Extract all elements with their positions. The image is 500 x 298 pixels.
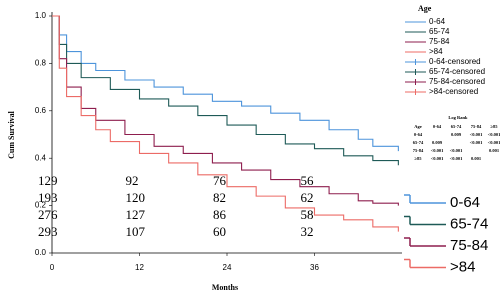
logrank-cell: <0.001 [488,140,500,145]
logrank-cell: <0.001 [470,132,483,137]
risk-number: 92 [126,173,139,188]
legend-label: 75-84 [450,237,488,254]
legend-label: >84-censored [429,87,478,96]
legend-title: Age [418,4,432,13]
risk-number: 276 [38,207,58,222]
logrank-cell: <0.001 [431,156,444,161]
logrank-cell: 0.009 [451,132,462,137]
risk-number: 82 [213,190,226,205]
x-tick-label: 36 [310,263,319,272]
survival-curve [52,15,399,206]
logrank-title: Log Rank [448,115,468,120]
logrank-header: 0-64 [433,124,442,129]
x-tick-label: 24 [223,263,232,272]
legend-label: >84 [450,258,475,275]
legend-label: 65-74 [429,27,450,36]
logrank-cell: 0.001 [471,156,482,161]
risk-number: 193 [38,190,58,205]
risk-number: 107 [126,224,146,239]
legend-label: 75-84-censored [429,77,485,86]
legend-label: 0-64 [429,17,446,26]
y-tick-label: 0.2 [35,201,47,210]
logrank-header: 65-74 [451,124,462,129]
risk-number: 127 [126,207,146,222]
y-tick-label: 0.4 [35,153,47,162]
risk-number: 56 [301,173,315,188]
y-tick-label: 0.6 [35,106,47,115]
legend-label: 65-74 [450,215,488,232]
y-tick-label: 0.8 [35,59,47,68]
legend-label: >84 [429,47,443,56]
risk-number: 120 [126,190,146,205]
x-axis-label: Months [212,283,238,292]
y-tick-label: 1.0 [35,11,47,20]
risk-number: 293 [38,224,58,239]
risk-number: 76 [213,173,227,188]
x-tick-label: 0 [50,263,55,272]
risk-number: 32 [301,224,314,239]
logrank-cell: 75-84 [413,148,424,153]
y-tick-label: 0.0 [35,248,47,257]
logrank-cell: 0.009 [432,140,443,145]
legend-label: 0-64 [450,194,480,211]
logrank-cell: 65-74 [413,140,424,145]
x-tick-label: 12 [135,263,144,272]
risk-number: 60 [213,224,226,239]
legend-label: 75-84 [429,37,450,46]
survival-curve [52,15,399,152]
logrank-cell: <0.001 [488,132,500,137]
risk-number: 58 [301,207,314,222]
risk-number: 86 [213,207,227,222]
logrank-cell: ≥85 [415,156,423,161]
logrank-header: 75-84 [471,124,482,129]
logrank-header: Age [414,124,422,129]
logrank-cell: 0.001 [489,148,500,153]
risk-number: 62 [301,190,314,205]
logrank-header: ≥85 [491,124,499,129]
y-axis-label: Cum Survival [7,110,16,159]
logrank-cell: <0.001 [450,148,463,153]
legend-label: 0-64-censored [429,57,481,66]
survival-curve [52,15,399,166]
logrank-cell: <0.001 [450,156,463,161]
logrank-cell: <0.001 [431,148,444,153]
risk-number: 129 [38,173,58,188]
logrank-cell: <0.001 [470,140,483,145]
survival-curve [52,15,399,232]
logrank-cell: 0-64 [414,132,423,137]
legend-label: 65-74-censored [429,67,485,76]
